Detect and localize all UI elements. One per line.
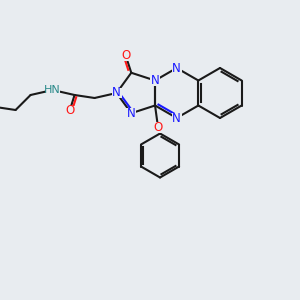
FancyBboxPatch shape: [126, 108, 136, 118]
FancyBboxPatch shape: [172, 113, 182, 123]
FancyBboxPatch shape: [120, 50, 132, 61]
Text: N: N: [172, 61, 181, 74]
FancyBboxPatch shape: [172, 63, 182, 73]
Text: N: N: [151, 74, 159, 87]
FancyBboxPatch shape: [112, 88, 122, 98]
Text: N: N: [112, 86, 121, 100]
FancyBboxPatch shape: [46, 85, 60, 95]
FancyBboxPatch shape: [172, 63, 182, 73]
Text: O: O: [65, 104, 74, 118]
Text: N: N: [172, 112, 181, 124]
Text: O: O: [121, 49, 130, 62]
Text: N: N: [127, 107, 136, 120]
FancyBboxPatch shape: [64, 106, 76, 116]
FancyBboxPatch shape: [150, 76, 160, 85]
Text: HN: HN: [44, 85, 61, 95]
FancyBboxPatch shape: [153, 122, 163, 133]
Text: O: O: [153, 121, 163, 134]
